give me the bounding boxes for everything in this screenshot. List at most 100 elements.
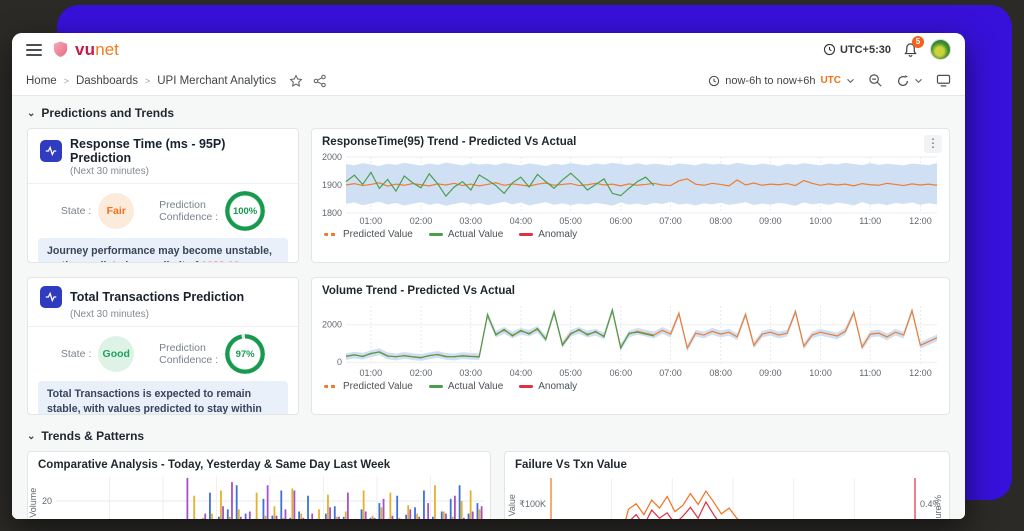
timezone-label: UTC+5:30	[839, 43, 891, 56]
legend-item[interactable]: Actual Value	[428, 229, 503, 240]
panel-title: Comparative Analysis - Today, Yesterday …	[38, 459, 391, 471]
notifications-button[interactable]: 5	[903, 35, 924, 58]
legend-item[interactable]: Anomaly	[519, 229, 577, 240]
svg-text:02:00: 02:00	[410, 216, 433, 226]
prediction-message: Total Transactions is expected to remain…	[38, 381, 288, 414]
svg-text:12:00: 12:00	[909, 216, 932, 226]
card-subtitle: (Next 30 minutes)	[70, 166, 149, 177]
svg-text:06:00: 06:00	[610, 216, 633, 226]
svg-text:01:00: 01:00	[360, 216, 383, 226]
section-title: Trends & Patterns	[41, 429, 145, 443]
prediction-message: Journey performance may become unstable,…	[38, 238, 288, 262]
svg-text:1900: 1900	[322, 180, 342, 190]
svg-text:07:00: 07:00	[659, 368, 682, 378]
confidence-label: Prediction Confidence :	[159, 199, 219, 223]
prediction-pulse-icon	[40, 140, 62, 162]
legend-item[interactable]: Predicted Value	[324, 229, 413, 240]
legend-item[interactable]: Actual Value	[428, 381, 503, 392]
panel-title: Failure Vs Txn Value	[515, 459, 627, 471]
card-title: Response Time (ms - 95P) Prediction	[70, 137, 226, 165]
state-label: State :	[60, 348, 92, 360]
failure-vs-txn-chart[interactable]: ₹100K 0.4% Txn Value Failure %	[505, 474, 949, 519]
time-range-tz: UTC	[820, 75, 841, 86]
responsetime-trend-panel: ResponseTime(95) Trend - Predicted Vs Ac…	[311, 128, 950, 263]
time-range-label: now-6h to now+6h	[725, 74, 816, 87]
svg-text:Failure %: Failure %	[933, 495, 943, 519]
section-predictions-and-trends[interactable]: ⌄ Predictions and Trends	[27, 104, 950, 122]
star-favorite-icon[interactable]	[289, 73, 303, 88]
clock-icon	[823, 43, 836, 56]
card-title: Total Transactions Prediction	[70, 290, 245, 304]
refresh-interval-chevron-icon[interactable]	[914, 78, 923, 84]
chevron-down-icon	[847, 78, 854, 83]
total-transactions-prediction-card: Total Transactions Prediction (Next 30 m…	[27, 277, 299, 415]
app-topbar: vunet UTC+5:30 5	[12, 33, 965, 66]
chart-legend: Predicted Value Actual Value Anomaly	[312, 379, 949, 398]
svg-text:09:00: 09:00	[759, 216, 782, 226]
refresh-icon[interactable]	[896, 74, 910, 88]
failure-vs-txn-value-panel: Failure Vs Txn Value ₹100K 0.4% Txn Value F…	[504, 451, 950, 519]
brand-text-net: net	[95, 39, 119, 59]
svg-text:0: 0	[337, 357, 342, 367]
breadcrumb-separator: >	[63, 75, 69, 86]
legend-item[interactable]: Predicted Value	[324, 381, 413, 392]
breadcrumb-dashboards[interactable]: Dashboards	[75, 74, 138, 87]
svg-text:01:00: 01:00	[360, 368, 383, 378]
tv-mode-icon[interactable]	[936, 74, 951, 87]
svg-text:11:00: 11:00	[859, 368, 881, 378]
confidence-ring: 100%	[225, 191, 266, 231]
svg-text:04:00: 04:00	[510, 216, 533, 226]
response-time-prediction-card: Response Time (ms - 95P) Prediction (Nex…	[27, 128, 299, 263]
state-badge: Good	[98, 336, 135, 372]
confidence-ring: 97%	[225, 334, 266, 374]
legend-item[interactable]: Anomaly	[519, 381, 577, 392]
dashboard-window: vunet UTC+5:30 5	[12, 33, 965, 519]
svg-text:₹100K: ₹100K	[519, 499, 546, 509]
responsetime-chart[interactable]: 01:00 02:00 03:00 04:00 05:00 06:00 07:00 08:00…	[312, 151, 949, 227]
breadcrumb: Home > Dashboards > UPI Merchant Analyti…	[26, 73, 327, 88]
panel-menu-icon[interactable]: ⋮	[924, 135, 942, 153]
time-range-picker[interactable]: now-6h to now+6h UTC	[708, 75, 855, 87]
clock-icon	[709, 75, 720, 86]
svg-text:1800: 1800	[322, 208, 342, 218]
volume-chart[interactable]: 01:00 02:00 03:00 04:00 05:00 06:00 07:00 08:00…	[312, 300, 949, 379]
section-title: Predictions and Trends	[41, 106, 175, 120]
volume-trend-panel: Volume Trend - Predicted Vs Actual 01:00…	[311, 277, 950, 415]
svg-text:20: 20	[42, 496, 52, 506]
svg-text:2000: 2000	[322, 320, 342, 330]
svg-text:07:00: 07:00	[659, 216, 682, 226]
zoom-out-icon[interactable]	[868, 73, 883, 88]
dashboard-content: ⌄ Predictions and Trends Response Time (…	[12, 96, 965, 519]
card-subtitle: (Next 30 minutes)	[70, 309, 149, 320]
brand-text-vu: vu	[75, 39, 96, 59]
brand-logo[interactable]: vunet	[52, 40, 119, 60]
breadcrumb-bar: Home > Dashboards > UPI Merchant Analyti…	[12, 66, 965, 96]
comparative-analysis-chart[interactable]: 20 Txn Volume	[28, 474, 490, 519]
svg-text:10:00: 10:00	[809, 368, 832, 378]
state-badge: Fair	[98, 193, 135, 229]
breadcrumb-current-dashboard[interactable]: UPI Merchant Analytics	[157, 74, 277, 87]
svg-text:10:00: 10:00	[809, 216, 832, 226]
svg-text:09:00: 09:00	[759, 368, 782, 378]
user-avatar[interactable]	[930, 39, 951, 60]
svg-text:05:00: 05:00	[559, 216, 582, 226]
svg-text:06:00: 06:00	[610, 368, 633, 378]
timezone-indicator[interactable]: UTC+5:30	[823, 43, 891, 56]
svg-text:11:00: 11:00	[859, 216, 881, 226]
menu-icon[interactable]	[26, 43, 42, 56]
section-trends-and-patterns[interactable]: ⌄ Trends & Patterns	[27, 427, 950, 445]
notification-count-badge: 5	[912, 35, 924, 48]
collapse-chevron-icon: ⌄	[27, 430, 36, 442]
comparative-analysis-panel: Comparative Analysis - Today, Yesterday …	[27, 451, 491, 519]
svg-text:08:00: 08:00	[709, 368, 732, 378]
shield-logo-icon	[53, 41, 68, 58]
svg-text:12:00: 12:00	[909, 368, 932, 378]
svg-text:03:00: 03:00	[459, 368, 482, 378]
svg-text:03:00: 03:00	[459, 216, 482, 226]
svg-text:05:00: 05:00	[559, 368, 582, 378]
svg-text:Txn Value: Txn Value	[507, 494, 517, 519]
svg-text:2000: 2000	[322, 152, 342, 162]
breadcrumb-home[interactable]: Home	[26, 74, 57, 87]
share-icon[interactable]	[313, 74, 327, 88]
